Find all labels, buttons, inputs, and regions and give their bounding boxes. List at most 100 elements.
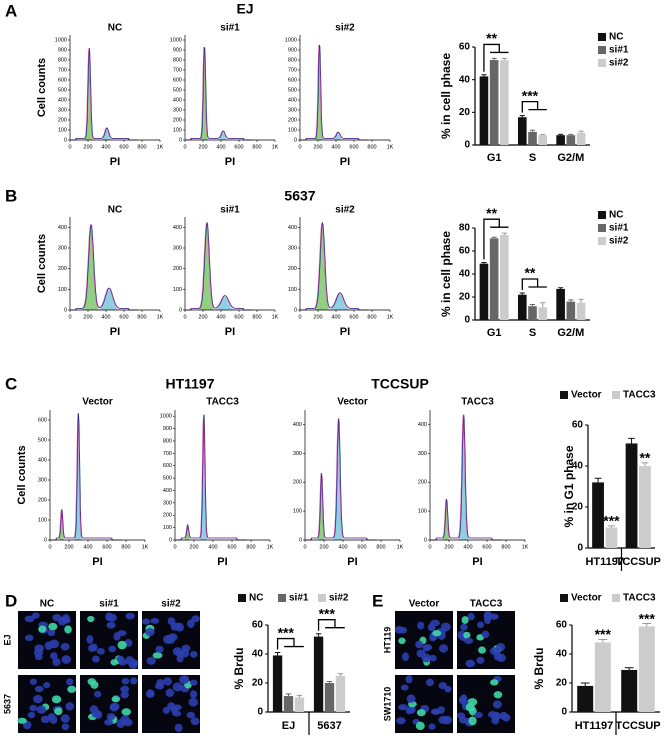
y-tick-label: 900 (163, 426, 172, 432)
nucleus (116, 719, 126, 729)
y-tick-label: 60 (252, 620, 264, 631)
y-tick-label: 600 (38, 417, 47, 423)
g2-fill (185, 297, 253, 310)
x-axis-label: PI (217, 556, 227, 568)
x-axis-label: PI (110, 326, 120, 338)
x-axis-label: PI (225, 156, 235, 168)
x-tick-label: 0 (303, 544, 306, 550)
nucleus (146, 656, 156, 665)
plot-label: si#1 (220, 23, 240, 34)
y-axis-label: % in cell phase (439, 231, 453, 317)
y-tick-label: 200 (58, 266, 67, 272)
y-tick-label: 300 (38, 477, 47, 483)
nucleus (29, 704, 38, 712)
nucleus (428, 723, 436, 730)
nucleus (152, 652, 163, 659)
plot-label: Vector (337, 397, 368, 408)
nucleus (111, 696, 120, 703)
error-bar (578, 130, 584, 133)
image-column-label: si#1 (99, 599, 119, 610)
nucleus (120, 685, 130, 694)
legend-label: NC (249, 593, 263, 604)
nucleus (118, 659, 127, 666)
bar (500, 234, 509, 320)
nucleus (501, 713, 511, 722)
y-tick-label: 1000 (160, 414, 172, 420)
nucleus (87, 678, 96, 686)
x-tick-label: 800 (501, 544, 510, 550)
axes (184, 217, 275, 311)
plot-label: si#2 (335, 205, 355, 216)
y-tick-label: 40 (572, 461, 584, 472)
y-tick-label: 400 (418, 422, 427, 428)
x-tick-label: 0 (173, 544, 176, 550)
y-tick-label: 300 (288, 107, 297, 113)
g2-fill (300, 294, 368, 310)
nucleus (191, 615, 200, 623)
nucleus (96, 647, 105, 655)
nucleus (162, 706, 170, 714)
g1-fill (70, 49, 138, 141)
nucleus (427, 623, 436, 632)
nucleus (415, 640, 424, 649)
x-tick-label: 800 (137, 144, 146, 150)
x-tick-label: 1K (142, 544, 149, 550)
error-bar (578, 298, 584, 303)
nucleus (89, 705, 99, 714)
y-tick-label: 400 (163, 488, 172, 494)
x-tick-label: 400 (216, 314, 225, 320)
y-tick-label: 500 (173, 87, 182, 93)
nucleus (172, 647, 183, 656)
y-tick-label: 0 (64, 137, 67, 143)
x-tick-label: 400 (331, 144, 340, 150)
plot-label: TACC3 (461, 397, 494, 408)
data-curve (175, 414, 247, 541)
legend-swatch (598, 237, 606, 245)
fit-curve (70, 223, 138, 311)
y-tick-label: 400 (58, 97, 67, 103)
x-tick-label: 400 (83, 544, 92, 550)
axes (429, 410, 525, 541)
plot-label: NC (108, 205, 122, 216)
y-tick-label: 500 (38, 437, 47, 443)
y-tick-label: 100 (288, 127, 297, 133)
fit-curve (185, 46, 253, 141)
nucleus (421, 653, 432, 663)
error-bar (519, 115, 525, 118)
legend-swatch (560, 391, 568, 399)
bar (538, 135, 548, 145)
y-tick-label: 100 (58, 127, 67, 133)
bar (528, 131, 537, 145)
error-bar (285, 693, 292, 697)
x-tick-label: 600 (482, 544, 491, 550)
g2-fill (185, 132, 253, 140)
x-tick-label: 800 (137, 314, 146, 320)
nucleus (468, 716, 477, 726)
x-tick-label: 1K (272, 314, 279, 320)
y-axis-label: % Brdu (532, 648, 546, 690)
error-bar (642, 623, 652, 627)
y-tick-label: 900 (58, 47, 67, 53)
x-tick-label: 0 (183, 314, 186, 320)
y-tick-label: 600 (163, 463, 172, 469)
nucleus (66, 678, 74, 686)
y-axis-label: % in cell phase (439, 53, 453, 139)
x-tick-label: 600 (227, 544, 236, 550)
y-tick-label: 500 (163, 476, 172, 482)
y-tick-label: 600 (288, 77, 297, 83)
nucleus (496, 653, 506, 662)
g2-fill (300, 133, 368, 140)
bar (556, 288, 565, 320)
x-tick-label: G1 (487, 327, 502, 339)
x-tick-label: 800 (376, 544, 385, 550)
error-bar (519, 292, 525, 295)
panel-letter: D (5, 591, 17, 610)
bar (294, 697, 305, 712)
nucleus (429, 635, 437, 642)
legend-label: TACC3 (623, 593, 656, 604)
y-tick-label: 200 (288, 117, 297, 123)
y-tick-label: 40 (459, 74, 471, 85)
y-tick-label: 400 (293, 422, 302, 428)
legend-label: si#2 (609, 236, 629, 247)
panel-letter: E (372, 591, 383, 610)
